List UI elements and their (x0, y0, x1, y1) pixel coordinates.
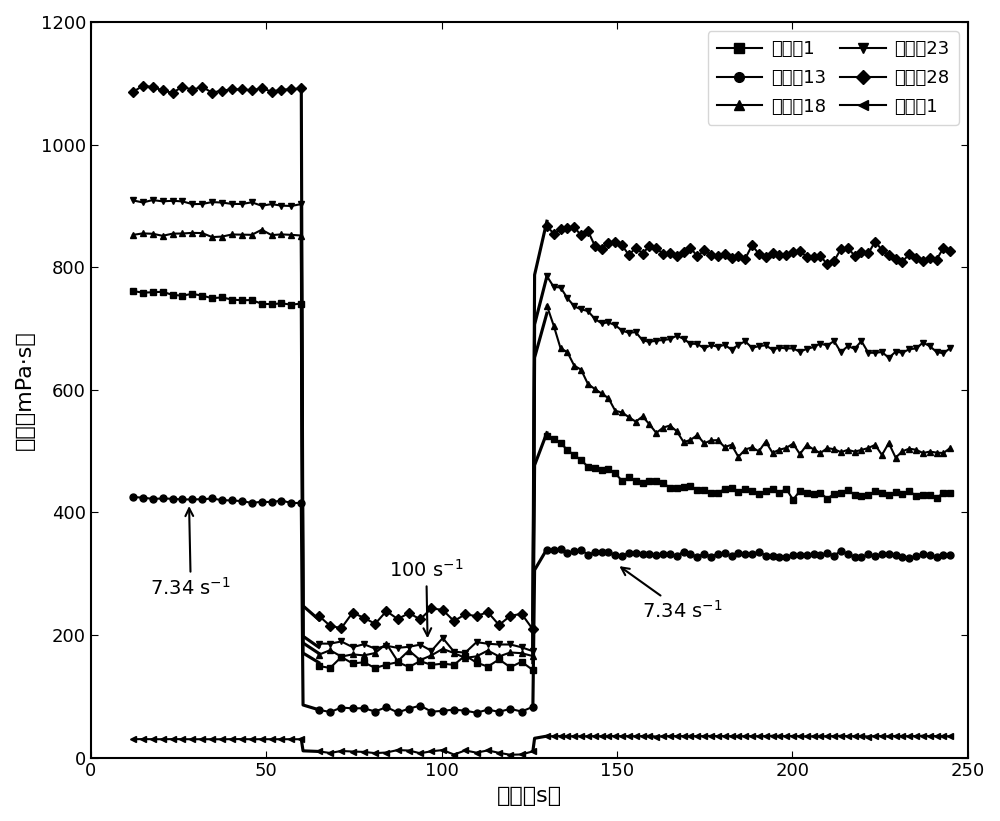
实施例18 (643, 420, 655, 429)
实施例23 (883, 353, 895, 363)
实施例18 (794, 449, 806, 459)
实施例23 (657, 335, 669, 345)
实施例28 (944, 246, 956, 256)
对比例1 (684, 732, 696, 741)
实施例18 (678, 437, 690, 447)
实施例23 (944, 343, 956, 353)
实施例28 (794, 246, 806, 256)
实施例18 (944, 443, 956, 453)
Text: 100 s$^{-1}$: 100 s$^{-1}$ (389, 559, 464, 636)
实施例28 (678, 247, 690, 257)
实施例13 (801, 550, 813, 560)
实施例1 (643, 476, 655, 486)
实施例23 (541, 271, 553, 281)
实施例1 (657, 478, 669, 488)
Line: 实施例13: 实施例13 (543, 546, 954, 562)
实施例23 (678, 334, 690, 344)
实施例18 (657, 423, 669, 433)
实施例23 (794, 347, 806, 357)
实施例13 (616, 551, 628, 561)
对比例1 (541, 732, 553, 741)
实施例28 (643, 241, 655, 250)
实施例13 (650, 551, 662, 561)
实施例13 (678, 547, 690, 557)
Line: 实施例18: 实施例18 (543, 302, 954, 461)
实施例13 (555, 544, 567, 554)
Line: 实施例23: 实施例23 (543, 273, 954, 361)
Line: 对比例1: 对比例1 (543, 732, 954, 740)
实施例13 (541, 545, 553, 555)
实施例28 (821, 259, 833, 269)
实施例1 (671, 483, 683, 493)
实施例28 (609, 237, 621, 247)
实施例23 (643, 337, 655, 346)
实施例1 (541, 431, 553, 441)
实施例18 (890, 452, 902, 462)
实施例13 (903, 553, 915, 562)
X-axis label: 时间（s）: 时间（s） (497, 786, 562, 806)
对比例1 (801, 732, 813, 741)
对比例1 (643, 731, 655, 741)
实施例23 (609, 320, 621, 330)
对比例1 (609, 731, 621, 741)
实施例18 (671, 426, 683, 436)
实施例1 (801, 488, 813, 498)
对比例1 (650, 732, 662, 741)
Y-axis label: 粘度（mPa·s）: 粘度（mPa·s） (15, 330, 35, 450)
实施例1 (787, 495, 799, 505)
实施例1 (944, 488, 956, 498)
实施例28 (657, 249, 669, 259)
Text: 7.34 s$^{-1}$: 7.34 s$^{-1}$ (621, 567, 722, 621)
实施例28 (541, 222, 553, 232)
实施例18 (541, 300, 553, 310)
实施例13 (944, 550, 956, 560)
实施例23 (671, 331, 683, 341)
Line: 实施例28: 实施例28 (543, 222, 954, 268)
对比例1 (678, 732, 690, 741)
实施例1 (678, 482, 690, 492)
实施例1 (609, 468, 621, 478)
实施例13 (664, 549, 676, 559)
Text: 7.34 s$^{-1}$: 7.34 s$^{-1}$ (150, 508, 231, 599)
对比例1 (944, 732, 956, 741)
实施例13 (684, 549, 696, 559)
对比例1 (664, 732, 676, 741)
实施例18 (609, 406, 621, 415)
实施例28 (671, 250, 683, 260)
对比例1 (917, 731, 929, 741)
Line: 实施例1: 实施例1 (543, 433, 954, 503)
Legend: 实施例1, 实施例13, 实施例18, 实施例23, 实施例28, 对比例1: 实施例1, 实施例13, 实施例18, 实施例23, 实施例28, 对比例1 (708, 31, 959, 125)
